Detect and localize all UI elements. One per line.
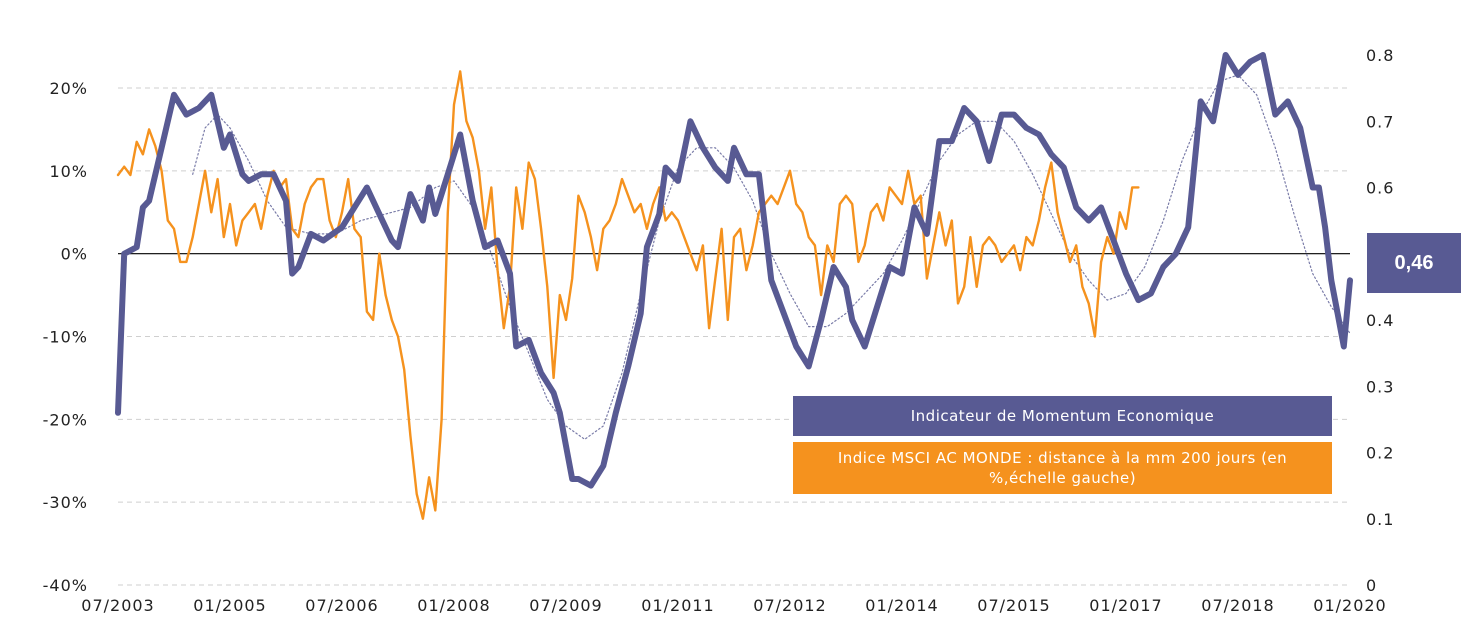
- y-left-tick-label: -40%: [43, 576, 88, 595]
- y-left-tick-label: 10%: [49, 162, 88, 181]
- x-tick-label: 01/2011: [641, 596, 714, 615]
- legend-momentum: Indicateur de Momentum Economique: [793, 396, 1332, 436]
- series-line-momentum-average: [192, 74, 1351, 440]
- y-axis-right: 00.10.20.30.40.50.60.70.8: [1366, 46, 1394, 595]
- series-layer: [115, 52, 1353, 520]
- x-tick-label: 07/2003: [81, 596, 154, 615]
- y-left-tick-label: 20%: [49, 79, 88, 98]
- y-left-tick-label: -20%: [43, 410, 88, 429]
- x-tick-label: 01/2005: [193, 596, 266, 615]
- y-left-tick-label: 0%: [61, 245, 88, 264]
- y-right-tick-label: 0.1: [1366, 510, 1394, 529]
- legend-msci: Indice MSCI AC MONDE : distance à la mm …: [793, 442, 1332, 494]
- y-right-tick-label: 0.3: [1366, 377, 1394, 396]
- x-tick-label: 01/2014: [865, 596, 938, 615]
- x-tick-label: 01/2008: [417, 596, 490, 615]
- x-axis: 07/2003 01/2005 07/2006 01/2008 07/2009 01/20…: [81, 596, 1386, 615]
- y-right-tick-label: 0.4: [1366, 311, 1394, 330]
- y-right-tick-label: 0.8: [1366, 46, 1394, 65]
- x-tick-label: 07/2006: [305, 596, 378, 615]
- y-right-tick-label: 0: [1366, 576, 1377, 595]
- x-tick-label: 01/2020: [1313, 596, 1386, 615]
- y-right-tick-label: 0.2: [1366, 444, 1394, 463]
- latest-value-badge: 0,46: [1367, 233, 1461, 293]
- y-right-tick-label: 0.6: [1366, 179, 1394, 198]
- y-left-tick-label: -10%: [43, 328, 88, 347]
- x-tick-label: 01/2017: [1089, 596, 1162, 615]
- series-line-momentum: [115, 52, 1353, 489]
- x-tick-label: 07/2015: [977, 596, 1050, 615]
- x-tick-label: 07/2009: [529, 596, 602, 615]
- series-line-msci: [116, 70, 1140, 520]
- x-tick-label: 07/2018: [1201, 596, 1274, 615]
- y-left-tick-label: -30%: [43, 493, 88, 512]
- y-right-tick-label: 0.7: [1366, 112, 1394, 131]
- x-tick-label: 07/2012: [753, 596, 826, 615]
- y-axis-left: -40% -30% -20% -10% 0% 10% 20%: [43, 79, 88, 595]
